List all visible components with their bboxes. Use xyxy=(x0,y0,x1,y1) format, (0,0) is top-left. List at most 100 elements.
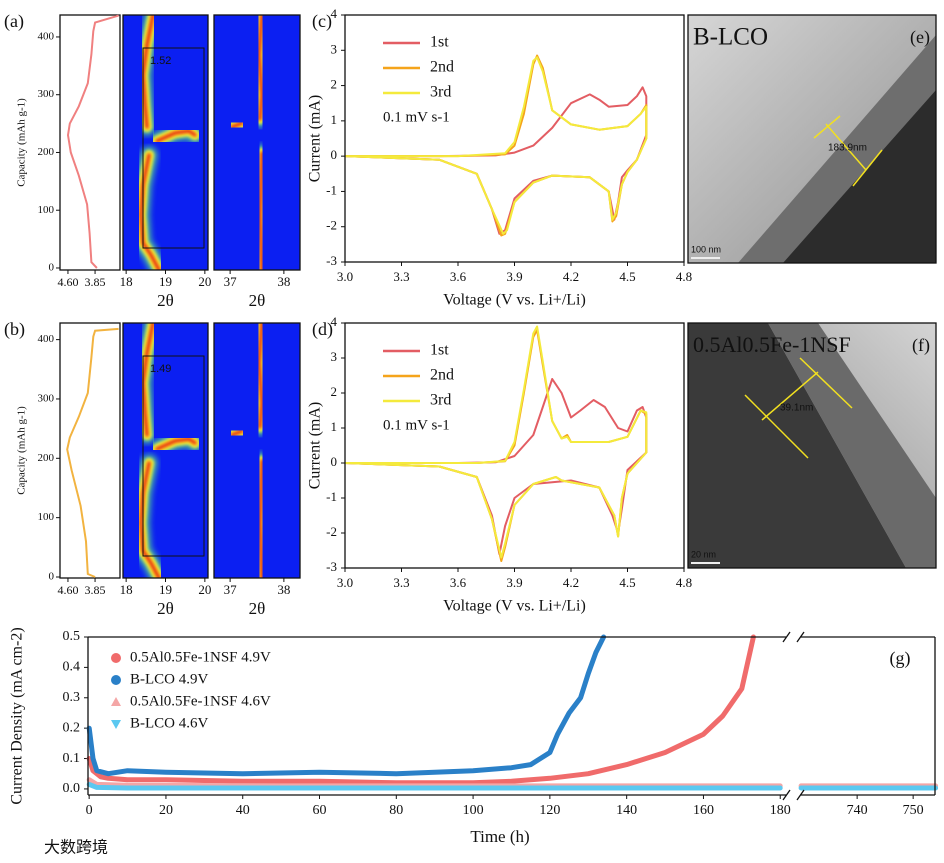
series-clip-group xyxy=(86,634,756,786)
legend-label: B-LCO 4.9V xyxy=(130,671,209,687)
measure-bar xyxy=(852,149,883,187)
legend-marker xyxy=(111,653,121,663)
y-tick-label: 0 xyxy=(49,262,55,274)
y-tick-label: 3 xyxy=(331,349,338,364)
x-axis-label: 2θ xyxy=(249,599,266,618)
measure-line xyxy=(761,371,819,421)
series-line xyxy=(86,634,607,777)
y-tick-label: 300 xyxy=(38,88,55,100)
y-tick-label: 300 xyxy=(38,392,55,404)
heatmap-core xyxy=(230,429,244,437)
legend-label: 1st xyxy=(430,34,449,51)
axis-break xyxy=(796,631,805,643)
heatmap-traces xyxy=(223,323,272,578)
legend-label: B-LCO 4.6V xyxy=(130,715,209,731)
legend-label: 2nd xyxy=(430,367,454,384)
x-tick-label: 3.3 xyxy=(393,575,409,590)
plot-frame xyxy=(213,14,301,271)
scale-bar-label: 20 nm xyxy=(691,549,716,559)
annotation: 39.1nm xyxy=(780,403,813,414)
capacity-line xyxy=(66,14,119,269)
x-tick-label: 0 xyxy=(86,803,93,818)
y-tick-label: -2 xyxy=(326,524,337,539)
cv-curve xyxy=(344,56,648,235)
segment-frame xyxy=(87,636,786,796)
capacity-line xyxy=(66,327,119,578)
plot-frame xyxy=(59,14,121,271)
y-axis-label: Current Density (mA cm-2) xyxy=(9,627,26,804)
x-tick-label: 3.6 xyxy=(450,575,467,590)
x-tick-label: 19 xyxy=(159,582,172,597)
watermark: 大数跨境 xyxy=(44,838,108,857)
x-tick-label: 3.9 xyxy=(506,269,522,284)
x-tick-label: 18 xyxy=(120,274,133,289)
x-axis-label: Voltage (V vs. Li+/Li) xyxy=(443,598,586,615)
legend-label: 3rd xyxy=(430,84,451,101)
y-tick-label: 100 xyxy=(38,511,55,523)
x-tick-label: 18 xyxy=(120,582,133,597)
panel-label: (g) xyxy=(890,648,911,669)
y-tick-label: 0.0 xyxy=(63,781,81,796)
legend-label: 1st xyxy=(430,342,449,359)
x-tick-label: 4.60 xyxy=(57,275,78,289)
x-tick-label: 20 xyxy=(198,582,211,597)
heatmap-core xyxy=(256,15,265,121)
x-tick-label: 4.8 xyxy=(676,575,692,590)
x-tick-label: 3.3 xyxy=(393,269,409,284)
annotation: 1.52 xyxy=(150,55,171,67)
measure-bar xyxy=(799,357,853,409)
x-tick-label: 40 xyxy=(236,803,250,818)
x-tick-label: 80 xyxy=(389,803,403,818)
x-tick-label: 19 xyxy=(159,274,172,289)
y-tick-label: -3 xyxy=(326,559,337,574)
y-tick-label: -3 xyxy=(326,253,337,268)
legend-marker xyxy=(111,720,121,729)
x-tick-label: 3.85 xyxy=(85,583,106,597)
x-tick-label: 37 xyxy=(224,274,238,289)
heatmap-core xyxy=(257,459,264,578)
micrograph-bulk xyxy=(688,323,906,568)
x-tick-label: 37 xyxy=(224,582,238,597)
y-tick-label: 0.5 xyxy=(63,629,81,644)
heatmap-core xyxy=(256,323,265,429)
x-axis-label: Voltage (V vs. Li+/Li) xyxy=(443,292,586,309)
x-tick-label: 750 xyxy=(903,803,924,818)
y-axis-label: Current (mA) xyxy=(307,95,324,183)
micrograph-bulk xyxy=(783,90,936,263)
y-axis-label: Capacity (mAh g-1) xyxy=(16,98,28,187)
y-tick-label: 0.3 xyxy=(63,690,81,705)
annotation: 183.9nm xyxy=(828,143,867,154)
x-tick-label: 140 xyxy=(616,803,637,818)
panel-label: (f) xyxy=(912,335,930,356)
x-tick-label: 4.5 xyxy=(619,269,635,284)
plot-frame xyxy=(687,14,937,264)
y-tick-label: 0.1 xyxy=(63,751,81,766)
x-tick-label: 180 xyxy=(770,803,791,818)
y-tick-label: 4 xyxy=(331,6,338,21)
heatmap-core xyxy=(138,461,161,578)
legend-marker xyxy=(111,675,121,685)
x-tick-label: 4.2 xyxy=(563,575,579,590)
panel-label: (d) xyxy=(312,319,333,340)
image-title: B-LCO xyxy=(693,24,768,51)
x-axis-label: Time (h) xyxy=(470,827,529,846)
x-tick-label: 60 xyxy=(313,803,327,818)
panel-label: (b) xyxy=(4,319,25,340)
heatmap-core xyxy=(155,436,197,451)
x-tick-label: 3.9 xyxy=(506,575,522,590)
legend-label: 0.5Al0.5Fe-1NSF 4.9V xyxy=(130,649,271,665)
annotation: 1.49 xyxy=(150,363,171,375)
measure-bar xyxy=(744,394,809,459)
heatmap-core xyxy=(257,151,264,270)
x-tick-label: 3.0 xyxy=(337,575,353,590)
series-clip-group xyxy=(86,634,607,777)
x-tick-label: 4.8 xyxy=(676,269,692,284)
annotation: 0.1 mV s-1 xyxy=(383,417,450,433)
cv-curve xyxy=(344,325,648,559)
heatmap-core xyxy=(138,153,161,270)
x-tick-label: 20 xyxy=(198,274,211,289)
x-tick-label: 740 xyxy=(847,803,868,818)
x-tick-label: 38 xyxy=(277,582,290,597)
y-tick-label: 200 xyxy=(38,146,55,158)
x-tick-label: 20 xyxy=(159,803,173,818)
